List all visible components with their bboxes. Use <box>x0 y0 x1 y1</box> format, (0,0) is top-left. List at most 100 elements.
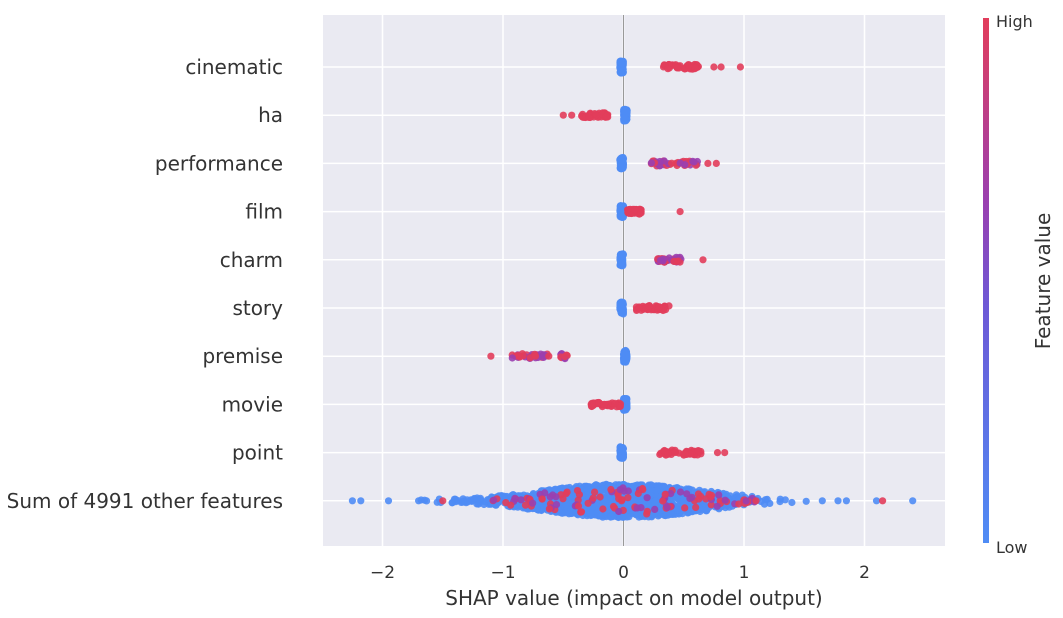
shap-dot-high <box>637 209 645 217</box>
shap-dot-high <box>655 303 663 311</box>
x-axis-title: SHAP value (impact on model output) <box>445 586 822 610</box>
colorbar-low-label: Low <box>996 538 1028 557</box>
shap-dot-outlier <box>676 208 684 216</box>
x-tick-label: 1 <box>739 563 750 583</box>
shap-dot-high <box>656 256 665 264</box>
shap-dot-low <box>666 510 674 518</box>
plot-background <box>323 15 945 546</box>
shap-dot-outlier <box>752 497 760 505</box>
shap-dot-low <box>616 202 625 210</box>
feature-labels: cinematic ha performance film charm story prem… <box>7 55 284 513</box>
dots-layer <box>348 57 917 522</box>
colorbar-title: Feature value <box>1031 213 1055 350</box>
shap-dot-high <box>561 353 569 361</box>
shap-dot-low <box>433 498 441 506</box>
shap-dot-high <box>707 501 715 509</box>
shap-dot-high <box>692 503 700 511</box>
shap-dot-high <box>600 401 608 409</box>
shap-dot-high <box>670 257 678 265</box>
shap-dot-high <box>577 508 586 516</box>
shap-dot-high <box>690 158 698 166</box>
shap-dot-low <box>653 486 661 494</box>
x-tick-labels: −2 −1 0 1 2 <box>370 563 870 583</box>
shap-dot-outlier <box>713 449 722 457</box>
shap-dot-low <box>448 499 456 507</box>
shap-dot-high <box>514 351 522 359</box>
shap-dot-outlier <box>357 497 365 505</box>
shap-dot-outlier <box>879 497 887 505</box>
shap-dot-low <box>474 500 483 508</box>
shap-dot-high <box>596 493 604 501</box>
shap-dot-high <box>643 494 651 502</box>
shap-dot-low <box>618 448 627 456</box>
shap-dot-high <box>694 447 702 455</box>
shap-dot-high <box>585 113 593 121</box>
shap-dot-high <box>529 499 537 507</box>
shap-dot-high <box>638 484 647 493</box>
shap-dot-outlier <box>704 159 712 167</box>
shap-dot-high <box>517 496 525 504</box>
shap-dot-high <box>616 486 624 494</box>
shap-dot-high <box>589 401 597 409</box>
x-tick-label: 2 <box>859 563 870 583</box>
shap-dot-high <box>552 493 560 501</box>
shap-dot-low <box>598 486 607 494</box>
shap-dot-high <box>615 507 623 516</box>
shap-dot-high <box>695 495 703 503</box>
shap-dot-outlier <box>415 497 423 505</box>
shap-dot-outlier <box>712 159 720 167</box>
shap-dot-high <box>602 112 611 120</box>
shap-dot-high <box>552 501 561 509</box>
shap-dot-low <box>618 299 626 307</box>
shap-dot-low <box>587 509 595 518</box>
shap-dot-outlier <box>568 111 576 119</box>
shap-dot-high <box>667 490 675 498</box>
shap-dot-high <box>490 496 498 504</box>
shap-dot-low <box>788 498 796 507</box>
shap-dot-low <box>617 58 625 66</box>
shap-dot-high <box>691 64 699 72</box>
shap-dot-low <box>480 500 488 509</box>
shap-dot-high <box>538 495 546 503</box>
shap-dot-high <box>659 497 667 505</box>
shap-dot-low <box>617 69 625 77</box>
shap-dot-high <box>681 504 689 512</box>
feature-label: story <box>232 296 283 320</box>
shap-dot-high <box>676 488 685 496</box>
shap-dot-high <box>647 159 656 167</box>
shap-dot-outlier <box>710 63 718 71</box>
x-tick-label: −1 <box>490 563 515 583</box>
shap-dot-high <box>742 497 750 505</box>
shap-dot-outlier <box>531 352 540 360</box>
shap-dot-high <box>673 64 681 72</box>
shap-dot-high <box>643 510 651 518</box>
feature-label: cinematic <box>185 55 283 79</box>
feature-label: Sum of 4991 other features <box>7 489 283 513</box>
shap-dot-high <box>735 500 743 508</box>
shap-dot-low <box>646 499 654 507</box>
shap-dot-outlier <box>545 352 553 360</box>
shap-dot-low <box>464 498 472 506</box>
feature-label: charm <box>220 248 283 272</box>
shap-dot-high <box>635 304 644 312</box>
shap-dot-high <box>645 302 653 310</box>
x-tick-label: 0 <box>618 563 629 583</box>
shap-dot-high <box>708 491 716 499</box>
feature-label: point <box>232 441 283 465</box>
shap-dot-high <box>611 399 619 407</box>
shap-dot-low <box>620 350 629 358</box>
shap-dot-high <box>676 159 684 167</box>
shap-dot-low <box>623 398 631 406</box>
feature-label: film <box>245 200 283 224</box>
shap-dot-high <box>618 497 626 505</box>
shap-dot-high <box>668 159 676 167</box>
shap-dot-high <box>607 485 615 494</box>
shap-dot-high <box>575 491 584 499</box>
shap-dot-low <box>539 501 547 509</box>
shap-dot-low <box>593 508 602 517</box>
shap-dot-outlier <box>909 497 917 505</box>
shap-dot-high <box>546 493 554 501</box>
shap-dot-low <box>473 494 481 502</box>
shap-dot-high <box>584 499 592 507</box>
